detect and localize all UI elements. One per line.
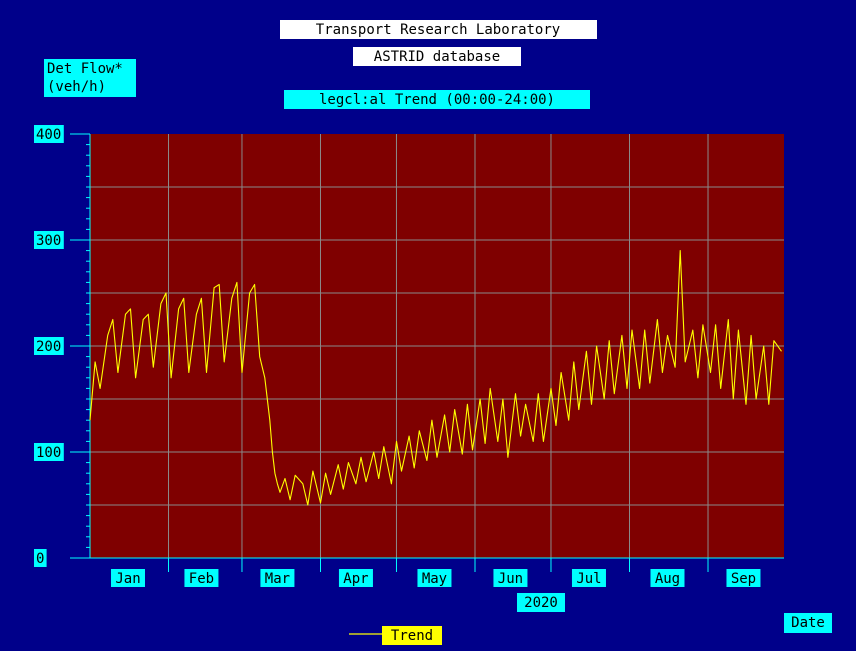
y-axis-label-box xyxy=(44,59,136,97)
x-tick-label: Feb xyxy=(189,571,214,587)
x-axis-label: Date xyxy=(784,613,832,633)
y-tick-label: 100 xyxy=(36,445,61,461)
y-tick-label-box xyxy=(34,549,47,567)
x-tick-label: Mar xyxy=(265,571,290,587)
x-tick-label-box xyxy=(650,569,685,587)
y-tick-label-box xyxy=(34,337,64,355)
x-tick-label: Apr xyxy=(343,571,368,587)
database-title: ASTRID database xyxy=(374,49,500,65)
legend-label-box xyxy=(382,626,442,645)
y-tick-label-box xyxy=(34,443,64,461)
x-tick-label: Sep xyxy=(731,571,756,587)
x-tick-label-box xyxy=(338,569,373,587)
y-tick-label-box xyxy=(34,231,64,249)
x-tick-label-box xyxy=(726,569,761,587)
y-tick-label: 200 xyxy=(36,339,61,355)
x-tick-label-box xyxy=(493,569,528,587)
x-tick-label: Jun xyxy=(498,571,523,587)
header: Transport Research Laboratory ASTRID dat… xyxy=(280,20,597,109)
x-tick-label-box xyxy=(184,569,219,587)
y-tick-label: 0 xyxy=(36,551,44,567)
series-line-trend xyxy=(89,250,782,506)
lab-title: Transport Research Laboratory xyxy=(316,22,560,38)
x-axis-label-box xyxy=(784,613,832,633)
y-tick-labels: 0 100 200 300 400 xyxy=(34,125,64,567)
x-tick-label: Aug xyxy=(655,571,680,587)
year-label: 2020 xyxy=(517,593,565,612)
y-tick-label: 300 xyxy=(36,233,61,249)
grid xyxy=(90,134,784,558)
x-tick-label: Jul xyxy=(576,571,601,587)
x-tick-label-box xyxy=(110,569,145,587)
y-axis-label-line1: Det Flow* xyxy=(47,61,123,77)
x-tick-label-box xyxy=(260,569,295,587)
x-axis-label-text: Date xyxy=(791,615,825,631)
y-tick-label-box xyxy=(34,125,64,143)
x-tick-label: Jan xyxy=(115,571,140,587)
chart-subtitle: legcl:al Trend (00:00-24:00) xyxy=(319,92,555,108)
legend: Trend xyxy=(349,626,442,645)
x-tick-label: May xyxy=(422,571,447,587)
database-title-box xyxy=(353,47,521,66)
x-tick-label-box xyxy=(571,569,606,587)
y-axis-label-line2: (veh/h) xyxy=(47,79,106,95)
x-tick-labels: Jan Feb Mar Apr May Jun Jul Aug Sep xyxy=(110,569,761,587)
y-tick-label: 400 xyxy=(36,127,61,143)
year-label-box xyxy=(517,593,565,612)
series-group xyxy=(89,250,782,506)
year-label-text: 2020 xyxy=(524,595,558,611)
axes xyxy=(70,133,784,572)
legend-label: Trend xyxy=(391,628,433,644)
y-axis-label: Det Flow* (veh/h) xyxy=(44,59,136,97)
chart-subtitle-box xyxy=(284,90,590,109)
lab-title-box xyxy=(280,20,597,39)
x-tick-label-box xyxy=(417,569,452,587)
